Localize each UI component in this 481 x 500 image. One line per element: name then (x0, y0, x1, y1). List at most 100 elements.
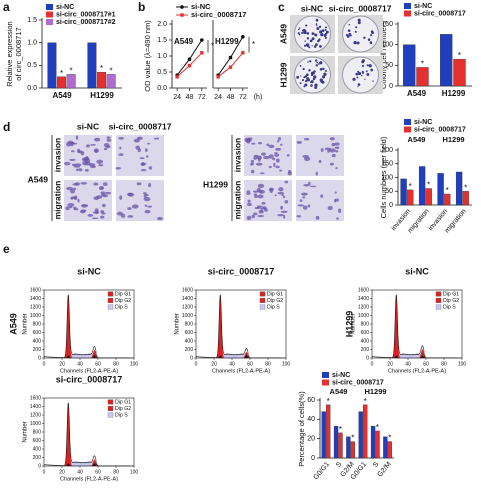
colony (310, 80, 314, 84)
cell (296, 215, 302, 218)
colony (316, 61, 318, 64)
cell (78, 168, 83, 172)
x-tick-label: G2/M (376, 461, 392, 479)
bar (416, 67, 429, 87)
cell (334, 146, 340, 149)
y-tick-label: 1400 (358, 296, 369, 302)
chart-title: si-circ_0008717 (208, 266, 275, 276)
y-tick-label: 200 (33, 347, 42, 353)
cell (136, 182, 142, 186)
plate (342, 15, 379, 53)
colony (315, 43, 318, 47)
colony (363, 36, 366, 39)
legend-swatch (404, 3, 411, 9)
legend-swatch (322, 379, 329, 386)
cell (89, 143, 96, 146)
x-tick-label: 40 (229, 361, 235, 367)
cell (284, 180, 289, 184)
colony (356, 41, 360, 45)
peak-marker (244, 355, 249, 358)
x-tick-label: 24 (214, 94, 222, 101)
colony (305, 43, 310, 47)
cell (296, 141, 302, 144)
y-tick-label: 0 (366, 355, 369, 361)
cell (148, 182, 152, 188)
colony (308, 46, 311, 49)
cell (140, 169, 147, 172)
cell (153, 137, 160, 140)
bar (387, 441, 392, 459)
colony (298, 33, 301, 36)
cell (315, 171, 318, 176)
cell (250, 163, 254, 166)
cell (268, 165, 272, 169)
colony (357, 86, 359, 88)
y-axis-label: Cells numbers (per field) (379, 136, 388, 218)
y-tick-label: 800 (33, 429, 42, 435)
cell (74, 163, 82, 167)
colony (320, 33, 324, 37)
cell (250, 159, 255, 163)
cell (103, 147, 108, 151)
cell-line-label: A549 (28, 174, 49, 184)
colony (315, 64, 318, 67)
y-tick-label: 1200 (358, 304, 369, 310)
significance-mark: * (351, 434, 354, 443)
colony (367, 38, 371, 41)
significance-mark: * (100, 64, 103, 73)
legend-swatch (435, 298, 442, 303)
column-label: si-NC (77, 121, 99, 131)
cell (118, 137, 124, 140)
point (241, 51, 245, 55)
legend-swatch (404, 119, 411, 125)
x-tick-label: 0 (43, 469, 46, 475)
cell (84, 168, 89, 172)
colony (348, 23, 351, 26)
significance-mark: * (211, 42, 214, 51)
significance-mark: * (252, 40, 255, 49)
row-label: migration (52, 181, 62, 220)
significance-mark: * (464, 183, 467, 192)
y-tick-label: 600 (361, 330, 370, 336)
cell (106, 136, 111, 139)
legend-swatch (46, 19, 53, 25)
cell (259, 172, 265, 175)
significance-mark: * (70, 67, 73, 76)
cell (102, 194, 109, 198)
y-tick-label: 1600 (30, 395, 41, 401)
colony (370, 30, 374, 33)
colony (325, 30, 329, 34)
x-tick-label: 60 (95, 469, 101, 475)
y-tick-label: 150 (381, 21, 393, 28)
cell (94, 208, 99, 213)
chart-title: si-circ_0008717 (56, 374, 123, 384)
legend-label: si-NC (332, 372, 350, 379)
cell (324, 147, 332, 151)
legend-swatch (107, 406, 114, 411)
cell (93, 182, 99, 186)
cell (77, 199, 80, 203)
significance-mark: * (339, 425, 342, 434)
bar (106, 74, 116, 89)
colony (353, 41, 357, 45)
significance-mark: * (427, 181, 430, 190)
legend-label: Dip G2 (267, 298, 283, 304)
legend-swatch (259, 291, 266, 297)
colony (364, 78, 366, 80)
cell (274, 194, 277, 197)
x-tick-label: 72 (198, 94, 206, 101)
y-axis-label: Number (175, 313, 181, 334)
peak-marker (420, 355, 425, 358)
y-tick-label: 600 (33, 438, 42, 444)
cell (119, 146, 122, 150)
point (241, 35, 245, 39)
bar (326, 404, 331, 459)
column-label: si-NC (301, 3, 323, 13)
peak-marker (66, 463, 71, 466)
y-tick-label: 400 (185, 338, 194, 344)
x-tick-label: 48 (227, 94, 235, 101)
cell (80, 182, 88, 185)
colony (357, 21, 361, 25)
point (187, 57, 192, 61)
bar (97, 71, 106, 89)
